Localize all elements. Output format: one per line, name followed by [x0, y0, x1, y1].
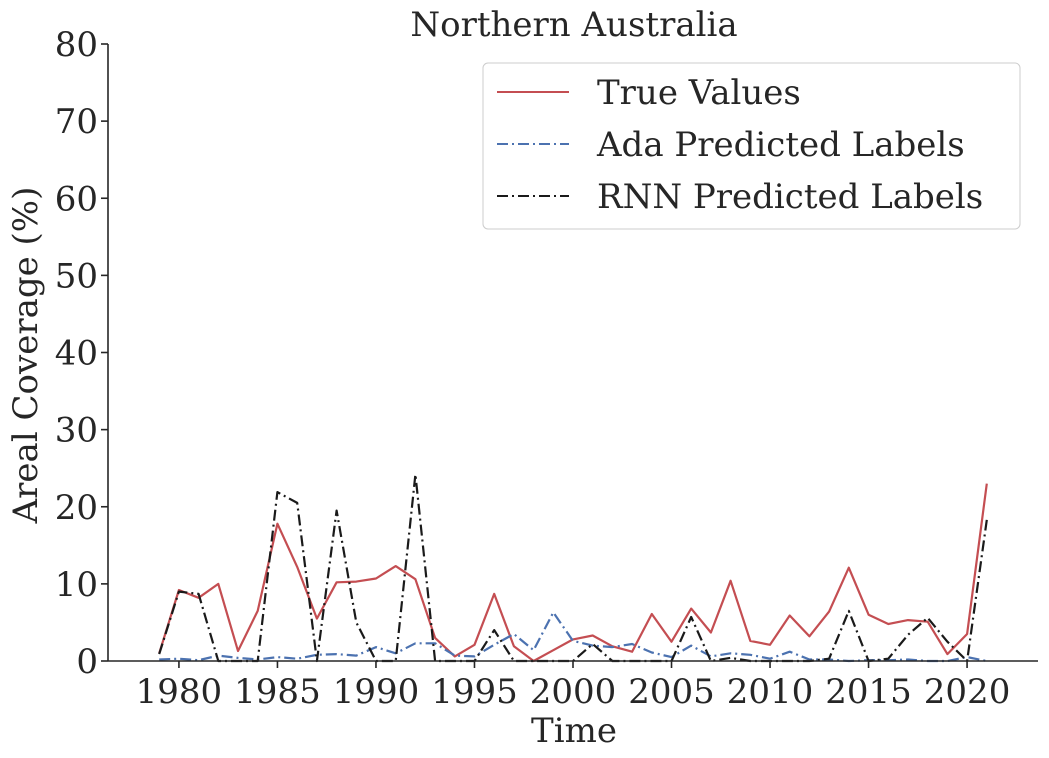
x-tick-label: 2010 — [727, 672, 814, 712]
series-line-1 — [159, 611, 988, 663]
x-tick-label: 2005 — [628, 672, 715, 712]
x-tick-label: 1990 — [333, 672, 420, 712]
legend: True Values Ada Predicted Labels RNN Pre… — [482, 62, 1021, 230]
x-axis-ticks: 1980 1985 1990 1995 2000 2005 2010 2015 2020 — [136, 661, 1011, 712]
y-tick-label: 0 — [76, 642, 98, 682]
y-tick-label: 10 — [55, 565, 98, 605]
y-tick-label: 40 — [55, 334, 98, 374]
y-tick-label: 20 — [55, 488, 98, 528]
x-tick-label: 1985 — [234, 672, 321, 712]
legend-frame — [482, 62, 1021, 230]
series-line-0 — [158, 483, 988, 663]
x-tick-label: 1980 — [136, 672, 223, 712]
legend-label-ada-predicted: Ada Predicted Labels — [596, 125, 965, 165]
y-axis-ticks: 0 10 20 30 40 50 60 70 80 — [55, 25, 108, 682]
x-tick-label: 1995 — [431, 672, 518, 712]
x-axis-label: Time — [531, 711, 617, 751]
series-line-2 — [158, 473, 988, 663]
y-tick-label: 50 — [55, 256, 98, 296]
x-tick-label: 2015 — [825, 672, 912, 712]
legend-label-true-values: True Values — [597, 73, 801, 113]
legend-label-rnn-predicted: RNN Predicted Labels — [597, 177, 983, 217]
x-tick-label: 2020 — [924, 672, 1011, 712]
plot-area — [158, 473, 988, 663]
y-tick-label: 30 — [55, 411, 98, 451]
y-axis-label: Areal Coverage (%) — [6, 187, 46, 525]
chart-title: Northern Australia — [410, 5, 737, 45]
y-tick-label: 70 — [55, 102, 98, 142]
x-tick-label: 2000 — [530, 672, 617, 712]
y-tick-label: 80 — [55, 25, 98, 65]
y-tick-label: 60 — [55, 179, 98, 219]
